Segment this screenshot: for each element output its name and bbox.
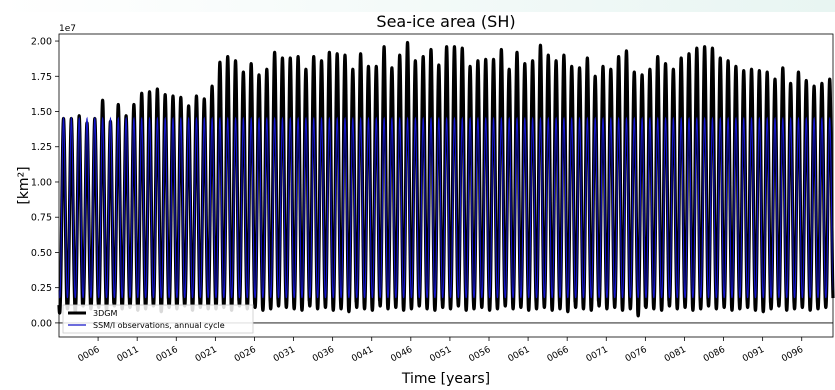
y-tick-label: 0.50: [31, 248, 52, 259]
series-line-ssmi: [58, 116, 834, 299]
plot-frame: [58, 33, 834, 338]
x-tick-label: 0021: [194, 345, 219, 365]
x-tick-label: 0036: [311, 345, 336, 365]
legend-label-ssmi: SSM/I observations, annual cycle: [93, 321, 225, 330]
x-tick-label: 0091: [741, 345, 766, 365]
legend-label-3dgm: 3DGM: [93, 309, 117, 318]
x-tick-label: 0086: [702, 345, 727, 365]
y-tick-label: 1.25: [31, 142, 52, 153]
y-tick-label: 0.75: [31, 213, 52, 224]
x-tick-label: 0016: [155, 345, 180, 365]
y-axis-multiplier: 1e7: [59, 24, 76, 34]
x-tick-label: 0081: [663, 345, 688, 365]
x-tick-label: 0076: [624, 345, 649, 365]
x-axis-label: Time [years]: [401, 371, 490, 387]
y-tick-label: 1.50: [31, 107, 52, 118]
legend-box: [62, 304, 254, 334]
x-tick-label: 0041: [350, 345, 375, 365]
y-tick-label: 0.25: [31, 283, 52, 294]
x-tick-label: 0026: [233, 345, 258, 365]
y-tick-label: 1.75: [31, 72, 52, 83]
x-tick-label: 0071: [585, 345, 610, 365]
x-tick-label: 0006: [77, 345, 102, 365]
y-axis-label: [km²]: [16, 166, 32, 204]
y-tick-label: 2.00: [31, 37, 52, 48]
x-tick-label: 0031: [272, 345, 297, 365]
x-tick-label: 0096: [780, 345, 805, 365]
x-tick-label: 0011: [116, 345, 141, 365]
x-tick-label: 0046: [389, 345, 414, 365]
x-tick-label: 0051: [428, 345, 453, 365]
legend: 3DGM SSM/I observations, annual cycle: [62, 304, 254, 334]
y-tick-label: 0.00: [31, 318, 52, 329]
chart-title: Sea-ice area (SH): [376, 12, 515, 31]
x-tick-label: 0056: [467, 345, 492, 365]
x-tick-label: 0066: [546, 345, 571, 365]
x-tick-label: 0061: [507, 345, 532, 365]
y-tick-label: 1.00: [31, 177, 52, 188]
